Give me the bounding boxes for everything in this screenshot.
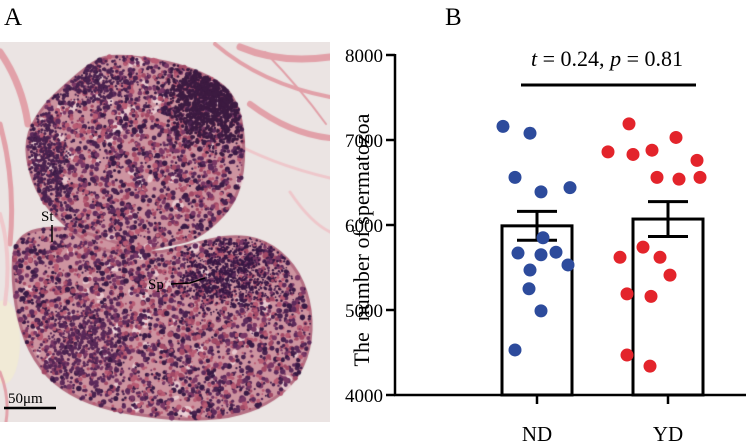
data-point-yd — [690, 153, 704, 167]
data-point-yd — [620, 287, 634, 301]
data-point-nd — [534, 248, 548, 262]
data-point-yd — [672, 172, 686, 186]
spermatozoa-label: Sp — [148, 277, 164, 293]
data-point-yd — [620, 348, 634, 362]
scale-bar-label: 50μm — [8, 391, 43, 407]
spermatid-label: St — [41, 209, 54, 225]
panel-b-label: B — [445, 4, 462, 31]
data-point-nd — [534, 304, 548, 318]
data-point-nd — [563, 181, 577, 195]
data-points — [496, 117, 707, 373]
y-tick-label: 5000 — [345, 301, 383, 322]
data-point-yd — [643, 359, 657, 373]
data-point-yd — [644, 289, 658, 303]
error-bars — [517, 200, 688, 242]
x-tick-label-nd: ND — [522, 422, 552, 445]
error-bar-yd — [648, 200, 688, 238]
micrograph-annotations: St Sp 50μm — [4, 209, 206, 410]
data-point-nd — [508, 170, 522, 184]
y-axis-ticks: 4000 5000 6000 7000 8000 — [345, 46, 395, 407]
data-point-nd — [549, 245, 563, 259]
data-point-yd — [663, 268, 677, 282]
histology-micrograph — [0, 42, 330, 422]
y-tick-label: 4000 — [345, 386, 383, 407]
data-point-nd — [523, 263, 537, 277]
data-point-yd — [613, 250, 627, 264]
y-tick-label: 8000 — [345, 46, 383, 67]
data-point-nd — [523, 126, 537, 140]
spermatozoa-pointer — [170, 277, 206, 285]
y-tick-label: 7000 — [345, 131, 383, 152]
y-tick-label: 6000 — [345, 216, 383, 237]
x-tick-label-yd: YD — [653, 422, 683, 445]
data-point-yd — [622, 117, 636, 131]
t-symbol: t — [531, 46, 538, 71]
data-point-yd — [650, 170, 664, 184]
data-point-nd — [511, 246, 525, 260]
panel-a-label: A — [4, 4, 22, 31]
data-point-yd — [693, 170, 707, 184]
bars — [500, 217, 705, 397]
stat-annotation: t = 0.24, p = 0.81 — [531, 46, 683, 71]
data-point-nd — [536, 231, 550, 245]
data-point-yd — [636, 240, 650, 254]
data-point-nd — [522, 282, 536, 296]
data-point-nd — [534, 185, 548, 199]
p-value: = 0.81 — [621, 46, 683, 71]
data-point-nd — [496, 119, 510, 133]
data-point-yd — [626, 147, 640, 161]
data-point-yd — [645, 143, 659, 157]
t-value: = 0.24, — [537, 46, 610, 71]
data-point-yd — [669, 130, 683, 144]
bar-chart: The number of spermatozoa 4000 5000 6000 70… — [345, 46, 746, 445]
data-point-nd — [508, 343, 522, 357]
y-axis-title: The number of spermatozoa — [349, 113, 374, 366]
p-symbol: p — [608, 46, 621, 71]
data-point-yd — [601, 145, 615, 159]
data-point-nd — [561, 258, 575, 272]
data-point-yd — [653, 250, 667, 264]
